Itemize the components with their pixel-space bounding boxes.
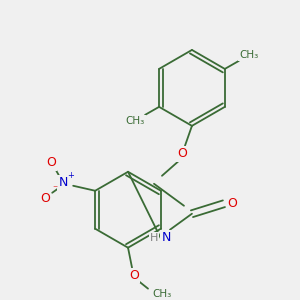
Text: O: O [40,192,50,205]
Text: ⁻: ⁻ [52,184,58,194]
Text: H: H [150,233,158,243]
Text: N: N [58,176,68,189]
Text: CH₃: CH₃ [125,116,145,126]
Text: O: O [46,156,56,169]
Text: +: + [67,171,74,180]
Text: N: N [161,231,171,244]
Text: O: O [227,197,237,210]
Text: CH₃: CH₃ [239,50,258,60]
Text: O: O [129,269,139,282]
Text: CH₃: CH₃ [152,289,172,298]
Text: O: O [177,147,187,160]
